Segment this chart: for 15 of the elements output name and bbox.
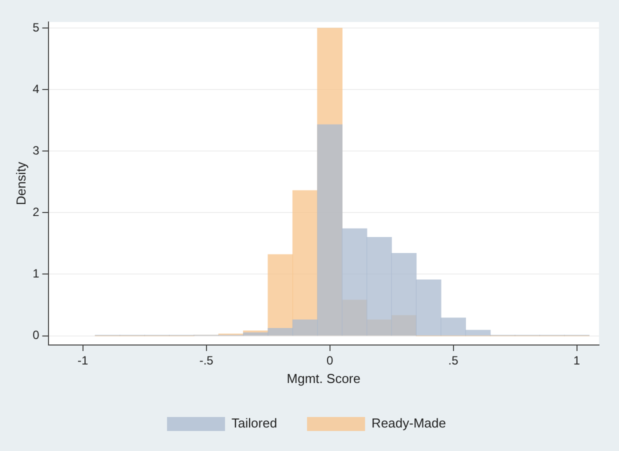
y-tick-label: 1	[32, 266, 40, 281]
x-tick-label: -1	[78, 354, 89, 368]
x-tick-label: .5	[448, 354, 459, 368]
y-axis-title: Density	[13, 161, 28, 206]
y-tick-label: 0	[32, 328, 40, 342]
x-tick-label: 1	[573, 354, 580, 368]
x-tick-label: 0	[326, 354, 334, 368]
y-tick-label: 4	[32, 82, 40, 96]
y-tick-label: 3	[32, 144, 40, 158]
legend-label: Ready-Made	[372, 416, 446, 431]
legend-label: Tailored	[232, 416, 278, 431]
y-tick-label: 5	[32, 20, 40, 34]
x-tick-label: -.5	[199, 354, 214, 368]
y-tick-label: 2	[32, 205, 40, 220]
x-axis-title: Mgmt. Score	[286, 370, 360, 386]
